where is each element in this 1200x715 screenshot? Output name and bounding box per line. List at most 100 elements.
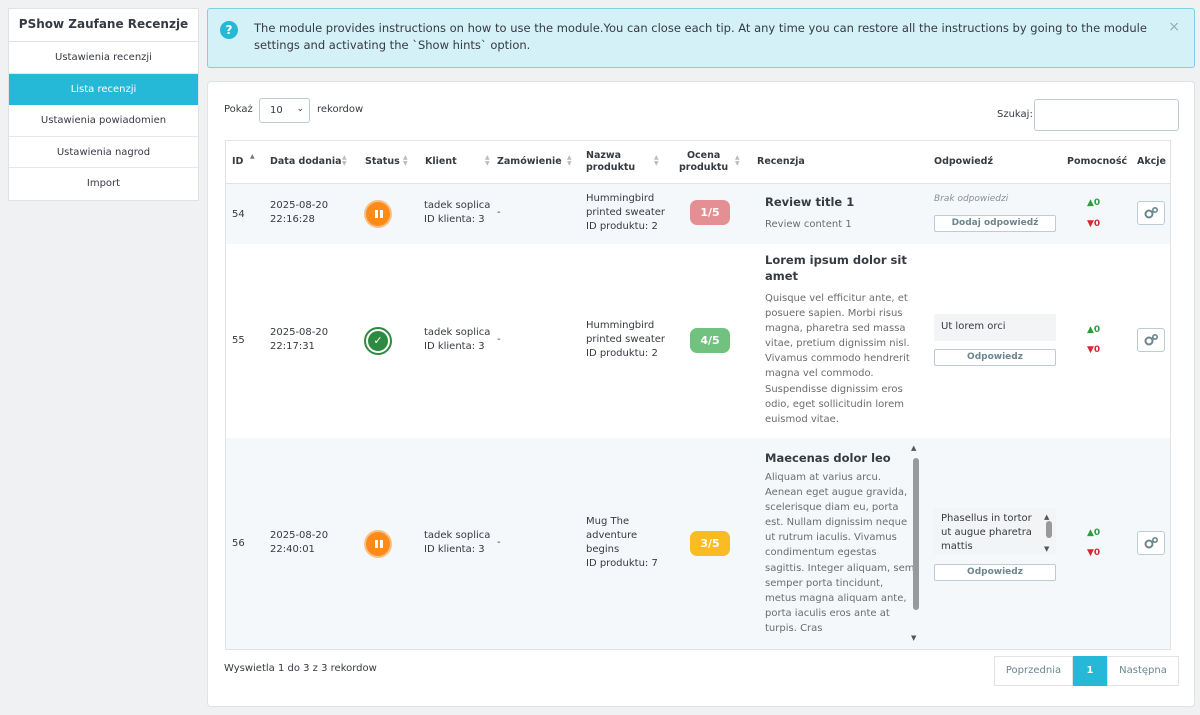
scroll-down-icon[interactable]: ▼ — [1044, 545, 1050, 553]
col-date[interactable]: Data dodania — [270, 141, 342, 183]
col-actions-label: Akcje — [1137, 156, 1167, 167]
thumbs-down-icon: ▼ — [1087, 548, 1094, 558]
client-name: tadek soplica — [424, 530, 491, 541]
helpful-up: ▲0 — [1087, 198, 1100, 209]
answer-button[interactable]: Odpowiedz — [934, 349, 1056, 366]
client-info: tadek soplica ID klienta: 3 — [424, 199, 490, 227]
sort-icon: ▲ ▼ — [654, 154, 659, 167]
helpful-down: ▼0 — [1087, 219, 1100, 230]
table-row: 54 2025-08-20 22:16:28 tadek soplica ID kl… — [226, 184, 1170, 244]
review-title: Lorem ipsum dolor sit amet — [765, 253, 907, 283]
sidebar-item-notification-settings[interactable]: Ustawienia powiadomien — [9, 105, 198, 137]
client-id: ID klienta: 3 — [424, 544, 485, 555]
review-date: 2025-08-20 22:17:31 — [270, 326, 328, 354]
col-product[interactable]: Nazwa produktu — [586, 141, 635, 183]
order-value: - — [497, 537, 501, 548]
hint-text: The module provides instructions on how … — [254, 21, 1147, 52]
add-answer-button[interactable]: Dodaj odpowiedź — [934, 215, 1056, 232]
sort-icon: ▲ ▼ — [342, 154, 347, 167]
answer-value: Phasellus in tortor ut augue pharetra ma… — [941, 513, 1032, 552]
thumbs-up-icon: ▲ — [1087, 325, 1094, 335]
actions-button[interactable] — [1137, 201, 1165, 225]
col-id-label: ID — [232, 156, 244, 167]
col-client[interactable]: Klient — [425, 141, 457, 183]
thumbs-up-icon: ▲ — [1087, 528, 1094, 538]
product-id: ID produktu: 7 — [586, 558, 658, 569]
review-title: Maecenas dolor leo — [765, 451, 891, 465]
page-1-button[interactable]: 1 — [1073, 656, 1107, 686]
reviews-table: ID ▲ Data dodania ▲ ▼ Status ▲ ▼ Klient ▲ ▼… — [225, 140, 1171, 650]
question-circle-icon: ? — [220, 21, 238, 39]
col-rating[interactable]: Ocena produktu — [679, 141, 728, 183]
sidebar-item-review-settings[interactable]: Ustawienia recenzji — [9, 42, 198, 74]
page-size-label: Pokaż — [224, 104, 253, 115]
col-client-label: Klient — [425, 156, 457, 167]
review-date: 2025-08-20 22:40:01 — [270, 529, 328, 557]
rating-badge: 3/5 — [690, 531, 730, 556]
sidebar-item-import[interactable]: Import — [86, 178, 121, 189]
review-body: Aliquam at varius arcu. Aenean eget augu… — [765, 472, 915, 634]
col-rating-label-2: produktu — [679, 162, 729, 173]
scroll-up-icon[interactable]: ▲ — [911, 444, 917, 452]
sidebar-item-reward-settings[interactable]: Ustawienia nagrod — [9, 137, 198, 168]
table-header: ID ▲ Data dodania ▲ ▼ Status ▲ ▼ Klient ▲ ▼… — [226, 141, 1170, 184]
sidebar-item-review-list[interactable]: Lista recenzji — [9, 73, 198, 105]
col-status-label: Status — [365, 156, 400, 167]
col-id[interactable]: ID — [232, 141, 243, 183]
prev-page-button[interactable]: Poprzednia — [994, 656, 1073, 686]
status-paused-icon[interactable] — [364, 530, 392, 558]
sort-icon: ▲ ▼ — [735, 154, 740, 167]
col-answer: Odpowiedź — [934, 141, 993, 183]
col-review-label: Recenzja — [757, 156, 805, 167]
gears-icon — [1144, 334, 1159, 346]
col-actions: Akcje — [1137, 141, 1166, 183]
client-info: tadek soplica ID klienta: 3 — [424, 326, 490, 354]
helpful-down: ▼0 — [1087, 548, 1100, 559]
helpful-up: ▲0 — [1087, 325, 1100, 336]
scroll-down-icon[interactable]: ▼ — [911, 634, 917, 642]
product-info: Hummingbird printed sweater ID produktu: 2 — [586, 192, 665, 234]
helpful-up: ▲0 — [1087, 528, 1100, 539]
status-accepted-icon[interactable]: ✓ — [364, 327, 392, 355]
review-scrollbar[interactable]: ▲ ▼ — [911, 444, 920, 644]
search-input[interactable] — [1034, 99, 1179, 131]
review-id: 55 — [232, 335, 245, 346]
scrollbar-thumb[interactable] — [913, 458, 919, 610]
next-page-button[interactable]: Następna — [1107, 656, 1179, 686]
answer-text: Phasellus in tortor ut augue pharetra ma… — [934, 508, 1056, 554]
product-line: Hummingbird — [586, 193, 655, 204]
col-status[interactable]: Status — [365, 141, 400, 183]
thumbs-up-icon: ▲ — [1087, 198, 1094, 208]
date-value: 2025-08-20 — [270, 327, 329, 338]
client-id: ID klienta: 3 — [424, 341, 485, 352]
client-name: tadek soplica — [424, 200, 491, 211]
col-product-label-2: produktu — [586, 162, 636, 173]
col-answer-label: Odpowiedź — [934, 156, 994, 167]
helpful-down: ▼0 — [1087, 345, 1100, 356]
product-info: Mug The adventure begins ID produktu: 7 — [586, 515, 658, 571]
sort-icon: ▲ ▼ — [403, 154, 408, 167]
time-value: 22:16:28 — [270, 214, 315, 225]
scrollbar-thumb[interactable] — [1046, 521, 1052, 538]
no-answer-text: Brak odpowiedzi — [934, 194, 1009, 204]
status-paused-icon[interactable] — [364, 200, 392, 228]
col-order-label: Zamówienie — [497, 156, 562, 167]
page-size-select[interactable]: 10 ⌄ — [259, 98, 310, 123]
time-value: 22:40:01 — [270, 544, 315, 555]
col-helpfulness-label: Pomocność — [1067, 156, 1128, 167]
gears-icon — [1144, 537, 1159, 549]
scroll-up-icon[interactable]: ▲ — [1044, 513, 1050, 521]
rating-badge: 1/5 — [690, 200, 730, 225]
product-line: printed sweater — [586, 207, 666, 218]
actions-button[interactable] — [1137, 328, 1165, 352]
review-scroll-area[interactable]: Aliquam at varius arcu. Aenean eget augu… — [765, 470, 915, 649]
answer-button[interactable]: Odpowiedz — [934, 564, 1056, 581]
col-helpfulness: Pomocność — [1067, 141, 1127, 183]
review-body: Quisque vel efficitur ante, et posuere s… — [765, 293, 910, 425]
close-icon[interactable]: × — [1168, 19, 1180, 35]
col-order[interactable]: Zamówienie — [497, 141, 562, 183]
sort-asc-icon: ▲ — [250, 153, 255, 160]
actions-button[interactable] — [1137, 531, 1165, 555]
answer-scrollbar[interactable]: ▲ ▼ — [1044, 510, 1053, 553]
sort-icon: ▲ ▼ — [567, 154, 572, 167]
